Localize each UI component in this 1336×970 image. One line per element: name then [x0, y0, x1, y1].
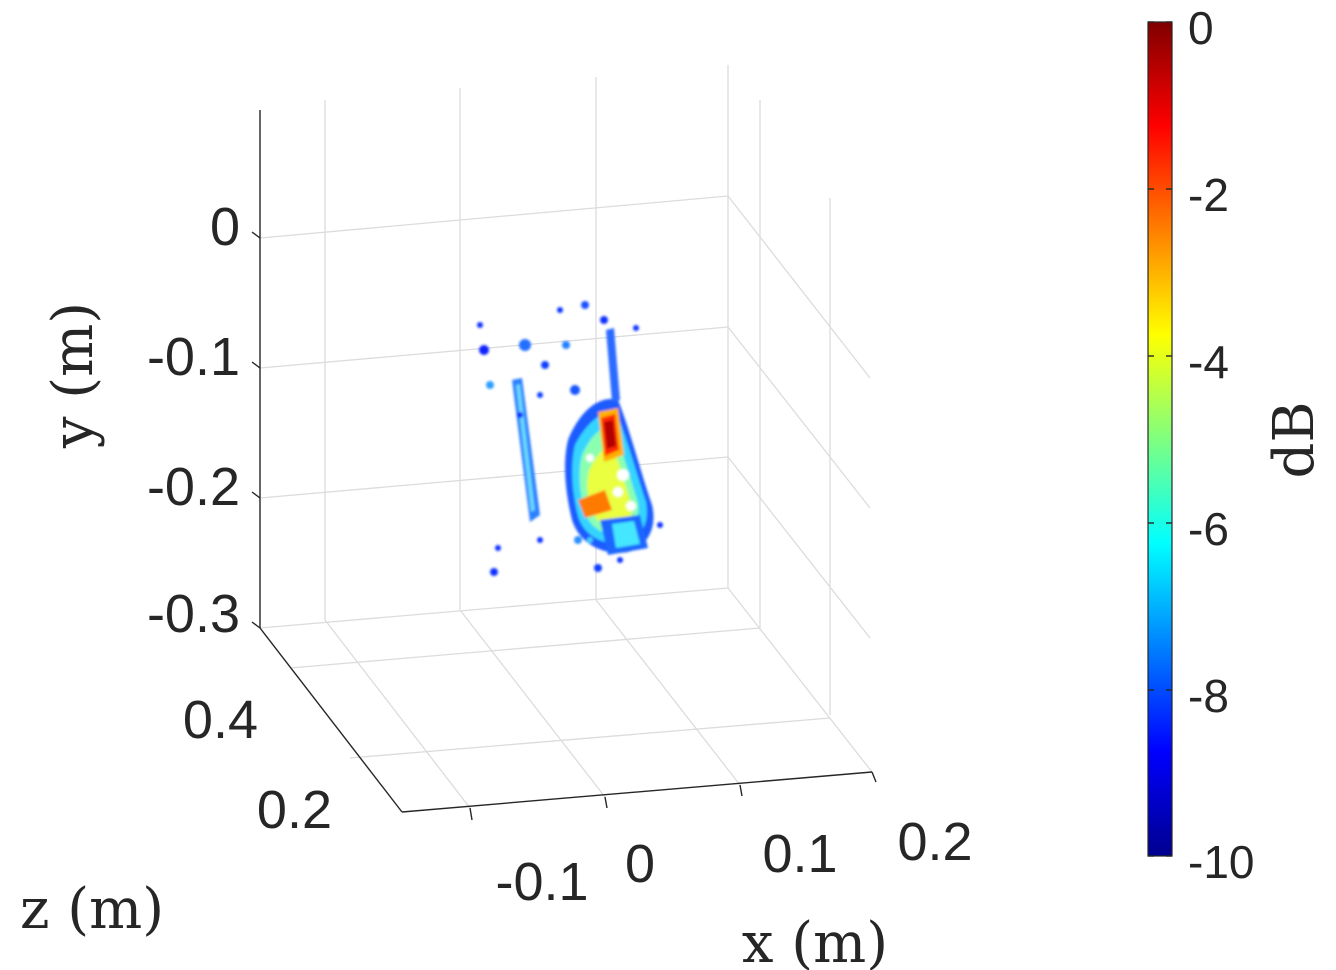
- volume-image: [477, 301, 663, 576]
- x-tick-label: 0: [625, 834, 655, 894]
- colorbar-tick-label: -6: [1188, 503, 1229, 555]
- y-tick-label: 0: [210, 197, 240, 257]
- colorbar-tick-label: 0: [1188, 2, 1214, 54]
- colorbar-tick-label: -10: [1188, 836, 1254, 888]
- z-axis-label: z (m): [20, 877, 164, 942]
- z-tick-labels: 0.4 0.2: [183, 690, 332, 840]
- colorbar-tick-label: -2: [1188, 169, 1229, 221]
- colorbar-tick-label: -4: [1188, 336, 1229, 388]
- colorbar-gradient: [1147, 21, 1173, 857]
- y-tick-label: -0.3: [147, 584, 240, 644]
- colorbar-tick-label: -8: [1188, 670, 1229, 722]
- y-tick-label: -0.2: [147, 457, 240, 517]
- z-tick-label: 0.2: [257, 780, 332, 840]
- y-tick-labels: 0 -0.1 -0.2 -0.3: [147, 197, 240, 644]
- colorbar-label: dB: [1262, 402, 1327, 479]
- y-tick-label: -0.1: [147, 327, 240, 387]
- x-tick-labels: -0.1 0 0.1 0.2: [495, 812, 972, 912]
- grid-lines: [259, 65, 873, 809]
- colorbar: 0 -2 -4 -6 -8 -10 dB: [1147, 2, 1327, 888]
- x-axis-label: x (m): [742, 911, 888, 970]
- axes-lines: [251, 110, 877, 821]
- y-axis-label: y (m): [41, 302, 106, 449]
- x-tick-label: 0.2: [897, 812, 972, 872]
- z-tick-label: 0.4: [183, 690, 258, 750]
- x-tick-label: 0.1: [762, 824, 837, 884]
- x-tick-label: -0.1: [495, 852, 588, 912]
